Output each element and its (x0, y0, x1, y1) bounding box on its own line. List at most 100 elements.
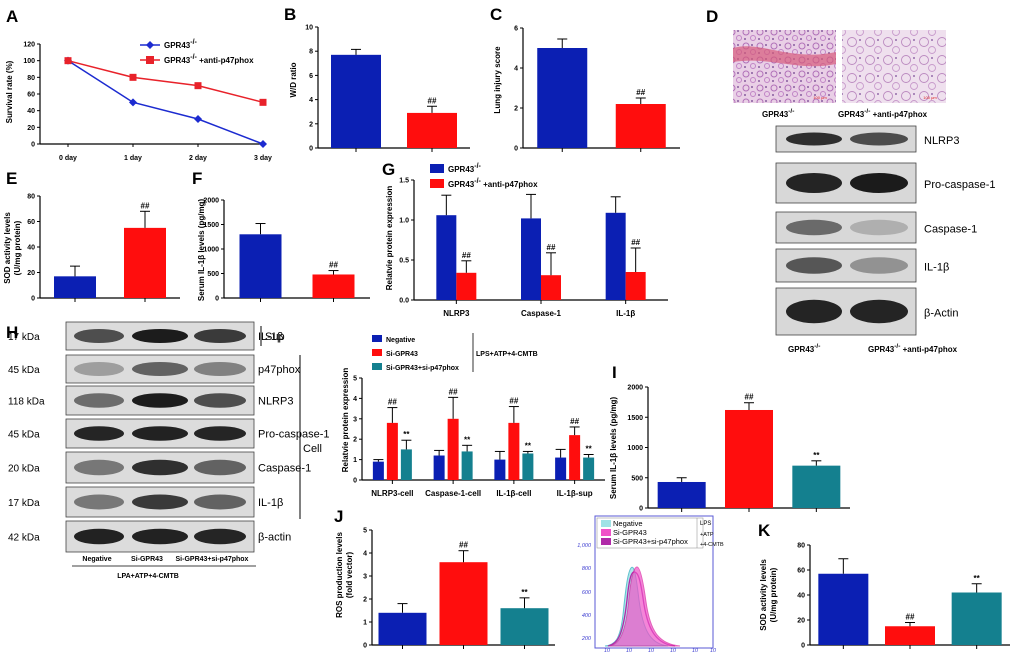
sig-J-2: ** (521, 588, 528, 597)
scale-bar-1: 100 μm (813, 95, 827, 100)
flow-note-1: LPS (700, 521, 711, 527)
panel-letter-c: C (490, 5, 502, 24)
y-tick-label-K: 60 (797, 568, 805, 575)
y-tick-label-J: 5 (363, 528, 367, 535)
a-x-tick-label: 0 day (59, 155, 77, 162)
bar-K-0 (818, 573, 869, 645)
y-tick-label-E: 20 (27, 270, 35, 277)
bar-H-0-1 (386, 422, 398, 480)
blot-h-band-4-0 (74, 459, 124, 476)
blot-d-label-2: Caspase-1 (924, 224, 977, 236)
he-label-2: GPR43-/- +anti-p47phox (838, 108, 928, 119)
sig-K-1: ## (906, 613, 915, 622)
h-treatment: LPA+ATP+4-CMTB (117, 573, 179, 580)
blot-h-kda-0: 17 kDa (8, 332, 40, 343)
bar-H-1-2 (461, 451, 473, 480)
y-tick-label-A: 40 (27, 108, 35, 115)
y-tick-label-F: 0 (215, 296, 219, 303)
a-ylabel: Survival rate (%) (5, 60, 14, 123)
blot-d-label-0: NLRP3 (924, 135, 959, 147)
legend-h-item-2: Si-GPR43 (386, 351, 418, 358)
x-tick-label-H-3: IL-1β-sup (557, 489, 593, 498)
blot-d-band-2-0 (786, 219, 842, 236)
d-bottom-label-2: GPR43-/- +anti-p47phox (868, 343, 958, 354)
h-lane-2: Si-GPR43 (131, 556, 163, 563)
y-tick-label-K: 0 (801, 643, 805, 650)
he-image-gpr43 (733, 30, 836, 103)
sig-G-1-1: ## (547, 243, 556, 252)
sig-H-0-2: ** (403, 430, 410, 439)
western-blots-h: 17 kDa IL-1β 45 kDa p47phox 118 kDa NLRP3 45 k… (8, 321, 330, 553)
blot-h-band-2-1 (132, 393, 188, 408)
blot-d-band-4-1 (850, 299, 908, 324)
b-ylabel: W/D ratio (289, 62, 298, 97)
sig-K-2: ** (974, 574, 981, 583)
blot-h-band-5-2 (194, 494, 246, 510)
blot-h-band-3-2 (194, 426, 246, 441)
panel-letter-d: D (706, 7, 718, 26)
sig-H-3-1: ## (570, 417, 579, 426)
blot-h-band-6-2 (194, 528, 246, 545)
sig-H-2-2: ** (525, 441, 532, 450)
blot-d-band-1-1 (850, 173, 908, 193)
y-tick-label-H: 2 (353, 437, 357, 444)
sig-H-2-1: ## (509, 397, 518, 406)
a-point-red (259, 98, 267, 106)
bar-F-0 (239, 234, 282, 298)
blot-d-band-0-1 (850, 132, 908, 146)
f-ylabel: Serum IL-1β levels (pg/mg) (197, 199, 206, 302)
g-ylabel: Relatvie protein expression (385, 186, 394, 291)
h-cell-label: Cell (303, 443, 322, 455)
i-ylabel: Serum IL-1β levels (pg/mg) (609, 397, 618, 500)
y-tick-label-B: 8 (309, 49, 313, 56)
sig-G-0-1: ## (462, 251, 471, 260)
legend-h-note: LPS+ATP+4-CMTB (476, 351, 538, 358)
y-tick-label-A: 20 (27, 125, 35, 132)
h-bracket-sup: Sup (260, 326, 285, 346)
bar-C-1 (615, 104, 666, 148)
bar-G-0-1 (456, 272, 477, 300)
blot-h-band-3-0 (74, 426, 124, 441)
y-tick-label-G: 0.0 (399, 298, 409, 305)
bar-H-0-2 (400, 449, 412, 480)
y-tick-label-A: 60 (27, 92, 35, 99)
y-tick-label-F: 1500 (203, 222, 219, 229)
bar-H-3-0 (555, 457, 567, 480)
a-line-1 (67, 59, 264, 104)
y-tick-label-J: 2 (363, 597, 367, 604)
y-tick-label-A: 0 (31, 142, 35, 149)
bar-H-3-2 (583, 457, 595, 480)
a-x-tick-label: 1 day (124, 155, 142, 162)
y-tick-label-K: 80 (797, 543, 805, 550)
y-tick-label-F: 2000 (203, 198, 219, 205)
y-tick-label-H: 3 (353, 416, 357, 423)
k-ylabel-1: SOD activity levels (759, 559, 768, 631)
blot-h-band-1-2 (194, 362, 246, 376)
bar-B-1 (407, 112, 457, 148)
blot-d-label-1: Pro-caspase-1 (924, 179, 996, 191)
a-point-red (64, 57, 72, 65)
y-tick-label-K: 20 (797, 618, 805, 625)
sig-E-1: ## (141, 201, 150, 210)
y-tick-label-C: 0 (514, 146, 518, 153)
panel-letter-b: B (284, 5, 296, 24)
sig-B-1: ## (428, 96, 437, 105)
k-ylabel-2: (U/mg protein) (769, 567, 778, 622)
blot-h-kda-3: 45 kDa (8, 430, 40, 441)
blot-d-frame-2 (775, 211, 917, 244)
bar-F-1 (312, 274, 355, 298)
blot-h-band-2-0 (74, 393, 124, 408)
a-point-blue (259, 140, 267, 148)
x-tick-label-G-2: IL-1β (616, 309, 635, 318)
y-tick-label-H: 5 (353, 376, 357, 383)
panel-letter-h: H (6, 323, 18, 342)
panel-letter-a: A (6, 7, 18, 26)
flow-legend-2: Si-GPR43 (613, 528, 647, 537)
y-tick-label-H: 1 (353, 457, 357, 464)
panel-letter-j: J (334, 507, 343, 526)
y-tick-label-H: 0 (353, 478, 357, 485)
a-x-tick-label: 3 day (254, 155, 272, 162)
blot-h-band-4-2 (194, 459, 246, 476)
y-tick-label-G: 1.5 (399, 178, 409, 185)
